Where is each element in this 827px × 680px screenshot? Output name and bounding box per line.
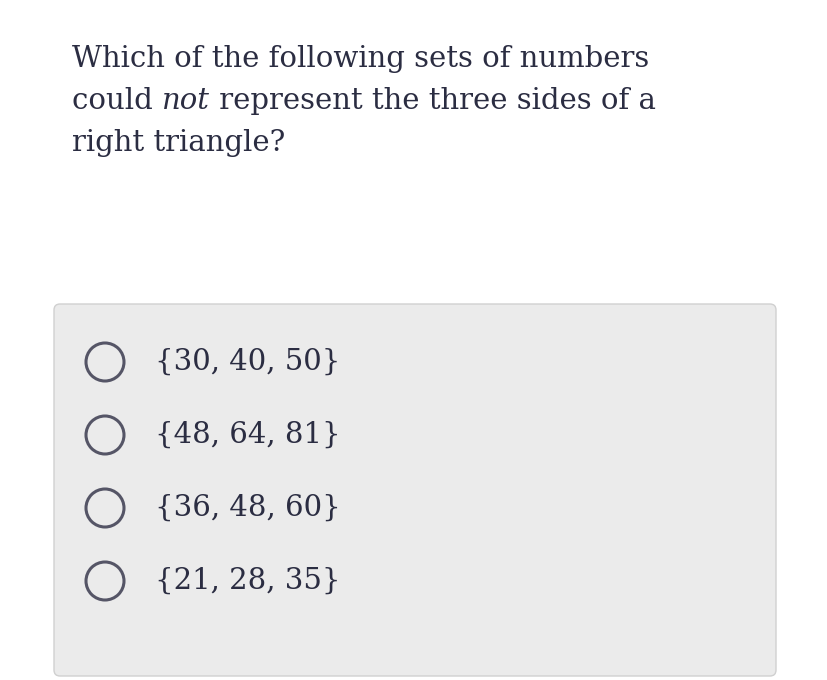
Circle shape	[86, 343, 124, 381]
Text: Which of the following sets of numbers: Which of the following sets of numbers	[72, 45, 648, 73]
Circle shape	[86, 489, 124, 527]
Text: {36, 48, 60}: {36, 48, 60}	[155, 494, 341, 522]
Text: right triangle?: right triangle?	[72, 129, 285, 157]
Text: {30, 40, 50}: {30, 40, 50}	[155, 348, 340, 376]
Text: could: could	[72, 87, 162, 115]
Text: represent the three sides of a: represent the three sides of a	[210, 87, 655, 115]
Circle shape	[86, 416, 124, 454]
Text: {21, 28, 35}: {21, 28, 35}	[155, 567, 340, 595]
FancyBboxPatch shape	[54, 304, 775, 676]
Text: not: not	[162, 87, 210, 115]
Text: {48, 64, 81}: {48, 64, 81}	[155, 421, 340, 449]
Circle shape	[86, 562, 124, 600]
